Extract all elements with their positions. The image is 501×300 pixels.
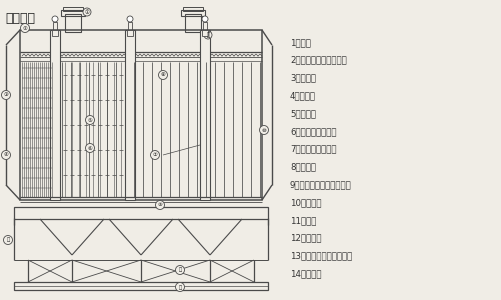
Bar xyxy=(125,30,135,200)
Bar xyxy=(128,22,132,32)
Circle shape xyxy=(83,8,91,16)
Bar xyxy=(52,30,58,36)
Text: ⑭: ⑭ xyxy=(178,284,181,290)
Circle shape xyxy=(4,236,13,244)
Text: ⑫: ⑫ xyxy=(206,32,209,38)
Text: 6．放电极振打结构: 6．放电极振打结构 xyxy=(290,127,337,136)
Text: ④: ④ xyxy=(4,152,9,158)
Bar xyxy=(185,14,201,32)
Text: ⑬: ⑬ xyxy=(178,268,181,272)
Text: 8．沉淀极: 8．沉淀极 xyxy=(290,163,316,172)
Bar xyxy=(63,7,83,11)
Bar xyxy=(127,30,133,36)
Circle shape xyxy=(204,31,212,39)
Text: ⑩: ⑩ xyxy=(262,128,267,133)
Bar xyxy=(20,30,262,200)
Bar xyxy=(183,7,203,11)
Circle shape xyxy=(86,116,95,124)
Text: ⑥: ⑥ xyxy=(88,146,92,151)
Text: ③: ③ xyxy=(4,92,9,98)
Circle shape xyxy=(202,16,208,22)
Circle shape xyxy=(2,91,11,100)
Text: ⑪: ⑪ xyxy=(7,238,10,242)
Text: 4．分布图: 4．分布图 xyxy=(290,92,316,100)
Circle shape xyxy=(52,16,58,22)
Text: ①: ① xyxy=(85,10,90,14)
Bar xyxy=(200,30,210,200)
Bar xyxy=(202,30,208,36)
Text: 14．拉链机: 14．拉链机 xyxy=(290,269,322,278)
Text: ⑦: ⑦ xyxy=(153,152,157,158)
Bar xyxy=(14,282,268,290)
Circle shape xyxy=(2,151,11,160)
Text: ⑧: ⑧ xyxy=(161,73,165,77)
Text: 说明附图: 说明附图 xyxy=(5,12,35,25)
Circle shape xyxy=(260,125,269,134)
Text: 7．放电极悬挂框架: 7．放电极悬挂框架 xyxy=(290,145,337,154)
Circle shape xyxy=(86,143,95,152)
Text: 1．壳体: 1．壳体 xyxy=(290,38,311,47)
Bar xyxy=(53,22,57,32)
Text: 3．进风口: 3．进风口 xyxy=(290,74,316,82)
Bar xyxy=(181,10,205,16)
Text: 12．防雨盖: 12．防雨盖 xyxy=(290,234,322,243)
Bar xyxy=(14,207,268,219)
Circle shape xyxy=(21,23,30,32)
Circle shape xyxy=(127,16,133,22)
Circle shape xyxy=(150,151,159,160)
Text: ⑤: ⑤ xyxy=(88,118,92,122)
Text: ①: ① xyxy=(23,26,28,31)
Bar xyxy=(61,10,85,16)
Text: 11．灰斗: 11．灰斗 xyxy=(290,216,316,225)
Text: 10．出气口: 10．出气口 xyxy=(290,198,322,207)
Text: 5．放电极: 5．放电极 xyxy=(290,109,316,118)
Text: 9．沉淀极振打及传动装置: 9．沉淀极振打及传动装置 xyxy=(290,180,352,189)
Circle shape xyxy=(175,266,184,274)
Text: 2．支架（砼或钢结构）: 2．支架（砼或钢结构） xyxy=(290,56,347,65)
Bar xyxy=(50,30,60,200)
Bar xyxy=(65,14,81,32)
Circle shape xyxy=(155,200,164,209)
Circle shape xyxy=(175,283,184,292)
Text: 13．放电极振打传动装置: 13．放电极振打传动装置 xyxy=(290,252,352,261)
Text: ⑨: ⑨ xyxy=(158,202,162,208)
Bar xyxy=(203,22,207,32)
Circle shape xyxy=(158,70,167,80)
